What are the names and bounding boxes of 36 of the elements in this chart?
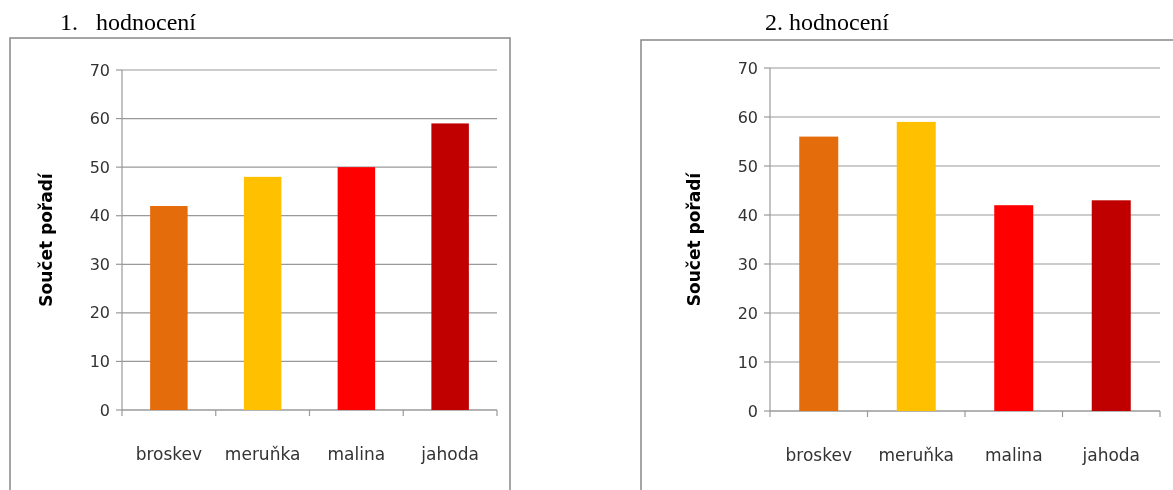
y-tick-label: 30 — [737, 254, 758, 274]
y-tick-label: 40 — [737, 205, 758, 225]
chart-title: 2. hodnocení — [765, 9, 890, 35]
x-tick-label: jahoda — [420, 444, 479, 464]
x-tick-label: broskev — [785, 445, 852, 465]
x-tick-label: malina — [984, 445, 1043, 465]
x-tick-label: meruňka — [878, 445, 955, 465]
bar — [243, 176, 282, 410]
y-tick-label: 70 — [737, 58, 758, 78]
y-tick-label: 10 — [737, 352, 758, 372]
x-tick-label: meruňka — [224, 444, 301, 464]
y-tick-label: 70 — [89, 60, 110, 80]
chart-title: 1. hodnocení — [60, 9, 197, 35]
bar — [431, 123, 469, 410]
bar — [150, 206, 188, 410]
y-tick-label: 10 — [89, 352, 110, 372]
y-axis-title: Součet pořadí — [36, 172, 56, 307]
x-tick-label: jahoda — [1081, 445, 1141, 465]
y-tick-label: 20 — [89, 303, 110, 323]
bar — [337, 167, 376, 410]
y-tick-label: 60 — [89, 109, 110, 129]
y-tick-label: 60 — [737, 107, 758, 127]
y-tick-label: 0 — [99, 400, 110, 420]
y-tick-label: 30 — [89, 254, 110, 274]
bar — [799, 136, 839, 411]
bar — [896, 121, 936, 411]
y-tick-label: 0 — [747, 401, 758, 421]
y-tick-label: 50 — [89, 157, 110, 177]
x-tick-label: malina — [327, 444, 386, 464]
bar — [994, 205, 1034, 411]
y-tick-label: 40 — [89, 206, 110, 226]
x-tick-label: broskev — [135, 444, 203, 464]
y-tick-label: 20 — [737, 303, 758, 323]
y-tick-label: 50 — [737, 156, 758, 176]
y-axis-title: Součet pořadí — [684, 171, 704, 307]
bar — [1091, 200, 1131, 411]
